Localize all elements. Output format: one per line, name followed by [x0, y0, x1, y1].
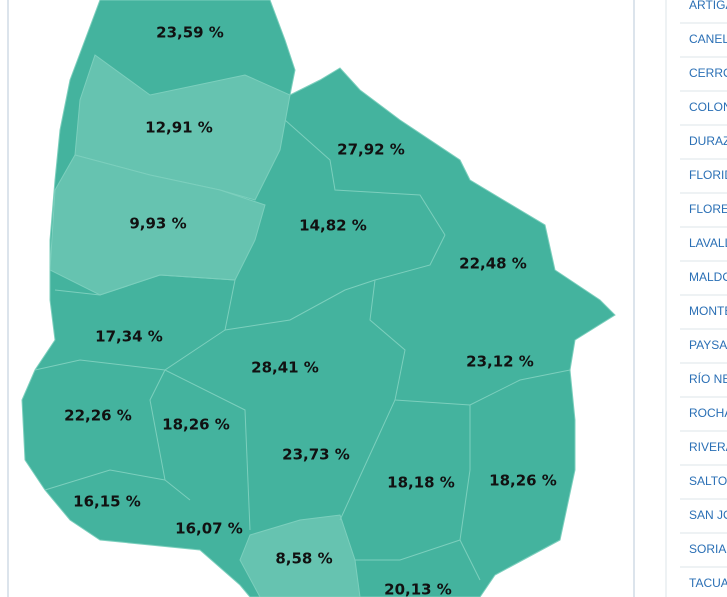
region-label: 23,73 % [282, 446, 350, 464]
department-item: SORIA [689, 542, 726, 556]
region-label: 27,92 % [337, 141, 405, 159]
boundary [44, 469, 166, 491]
department-item: ROCHA [689, 406, 727, 420]
map-labels: 23,59 % 12,91 % 27,92 % 9,93 % 14,82 % 22,48 … [64, 24, 557, 597]
boundary [149, 329, 226, 501]
boundary [54, 274, 236, 296]
region-label: 16,15 % [73, 493, 141, 511]
boundary [34, 359, 251, 531]
boundary [355, 539, 461, 561]
department-item: RIVERA [689, 440, 727, 454]
department-item: FLORID [689, 168, 727, 182]
region-label: 8,58 % [275, 550, 332, 568]
region-label: 20,13 % [384, 581, 452, 597]
region-label: 18,26 % [489, 472, 557, 490]
boundary [394, 369, 571, 406]
department-item: MONTE [689, 304, 727, 318]
region-label: 14,82 % [299, 217, 367, 235]
region-label: 12,91 % [145, 119, 213, 137]
department-item: TACUA [689, 576, 727, 590]
region [74, 54, 291, 201]
department-item: RÍO NE [689, 371, 727, 386]
department-item: SAN JO [689, 508, 727, 522]
map [21, 0, 616, 597]
department-item: CERRO [689, 66, 727, 80]
region-label: 9,93 % [129, 215, 186, 233]
region-label: 28,41 % [251, 359, 319, 377]
boundary [284, 119, 446, 236]
department-item: PAYSA [689, 338, 727, 352]
department-item: LAVALL [689, 236, 727, 250]
region [239, 514, 361, 597]
region-label: 22,48 % [459, 255, 527, 273]
region-label: 23,12 % [466, 353, 534, 371]
department-item: SALTO [689, 474, 727, 488]
department-list: ARTIGA CANEL CERRO COLON DURAZ FLORID FLORE LAV… [680, 0, 727, 590]
region-label: 16,07 % [175, 520, 243, 538]
department-item: MALDO [689, 270, 727, 284]
region-label: 18,18 % [387, 474, 455, 492]
boundary [339, 279, 406, 521]
department-item: FLORE [689, 202, 727, 216]
department-item: CANEL [689, 32, 727, 46]
department-item: COLON [689, 100, 727, 114]
region-label: 18,26 % [162, 416, 230, 434]
boundary [459, 405, 481, 581]
region-label: 17,34 % [95, 328, 163, 346]
department-item: ARTIGA [689, 0, 727, 12]
region-label: 23,59 % [156, 24, 224, 42]
region-label: 22,26 % [64, 407, 132, 425]
department-item: DURAZ [689, 134, 727, 148]
